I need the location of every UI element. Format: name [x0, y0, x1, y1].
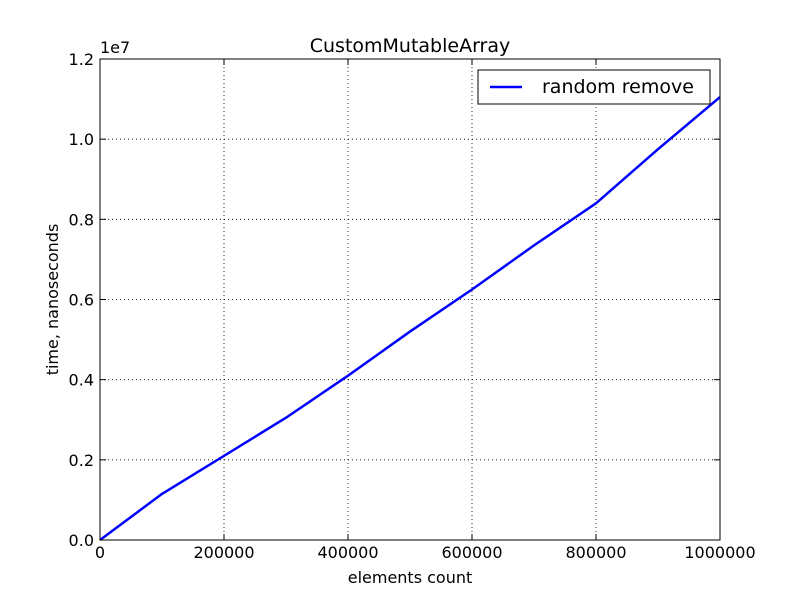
y-tick-label: 0.6	[69, 291, 94, 310]
y-tick-label: 0.2	[69, 451, 94, 470]
series-line-random-remove	[99, 96, 721, 542]
y-axis-label: time, nanoseconds	[43, 224, 62, 376]
legend: random remove	[477, 69, 711, 105]
y-axis-multiplier: 1e7	[100, 38, 130, 57]
legend-label-random-remove: random remove	[542, 76, 694, 98]
series-layer	[99, 96, 721, 542]
grid-lines	[99, 58, 721, 541]
x-tick-label: 0	[95, 543, 105, 562]
y-tick-label: 0.0	[69, 531, 94, 550]
y-tick-label: 0.4	[69, 371, 94, 390]
x-tick-label: 600000	[441, 543, 502, 562]
y-tick-label: 1.2	[69, 50, 94, 69]
x-axis-label: elements count	[348, 568, 473, 587]
axis-ticks: 0 200000 400000 600000 800000 1000000 0.0 0.2 0.…	[69, 50, 756, 562]
y-tick-label: 1.0	[69, 130, 94, 149]
x-tick-label: 200000	[193, 543, 254, 562]
y-tick-label: 0.8	[69, 210, 94, 229]
x-tick-label: 800000	[565, 543, 626, 562]
chart-title: CustomMutableArray	[310, 35, 511, 57]
x-tick-label: 1000000	[684, 543, 755, 562]
x-tick-label: 400000	[317, 543, 378, 562]
